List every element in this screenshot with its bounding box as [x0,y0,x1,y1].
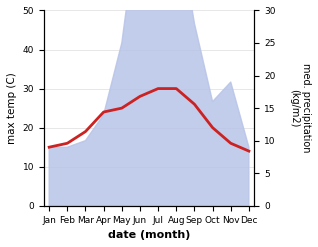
X-axis label: date (month): date (month) [108,230,190,240]
Y-axis label: med. precipitation
(kg/m2): med. precipitation (kg/m2) [289,63,311,153]
Y-axis label: max temp (C): max temp (C) [7,72,17,144]
